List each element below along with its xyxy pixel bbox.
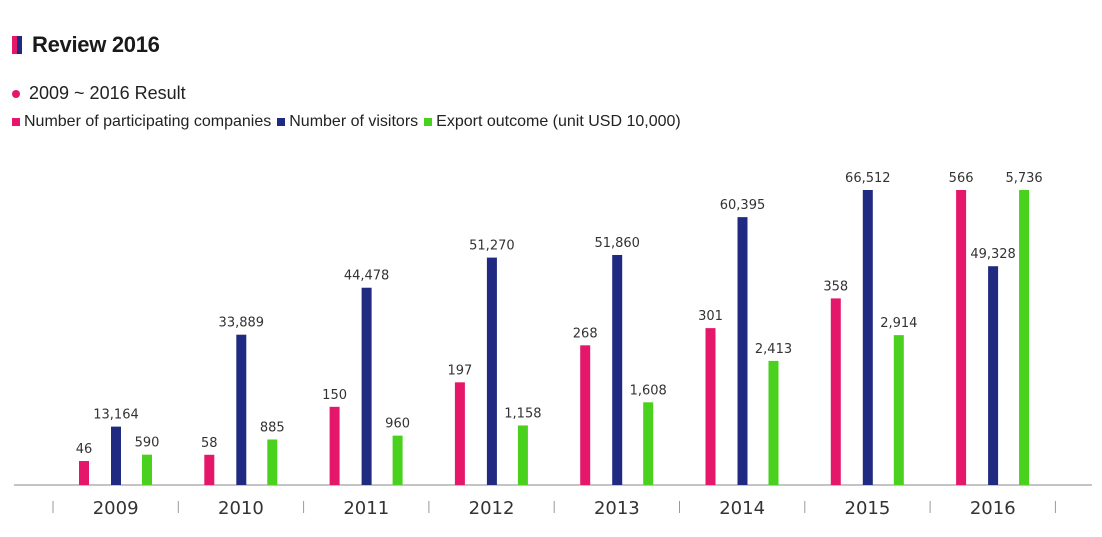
x-tick-label: 2011 bbox=[343, 498, 389, 519]
data-label: 46 bbox=[76, 442, 93, 457]
bar-0-2010 bbox=[204, 454, 215, 485]
bar-0-2016 bbox=[956, 190, 967, 485]
x-tick-label: 2012 bbox=[469, 498, 515, 519]
data-label: 268 bbox=[573, 326, 598, 341]
x-tick-label: 2009 bbox=[93, 498, 139, 519]
bar-1-2013 bbox=[612, 254, 623, 485]
bar-2-2016 bbox=[1019, 190, 1030, 485]
legend-swatch-icon bbox=[12, 118, 20, 126]
legend-swatch-icon bbox=[277, 118, 286, 126]
chart-legend: Number of participating companies Number… bbox=[12, 113, 687, 131]
bar-0-2014 bbox=[705, 328, 716, 485]
bar-1-2010 bbox=[236, 334, 247, 485]
page-title-row: Review 2016 bbox=[12, 30, 160, 60]
data-label: 51,860 bbox=[594, 236, 640, 251]
bar-0-2013 bbox=[580, 345, 591, 485]
data-label: 66,512 bbox=[845, 171, 891, 186]
data-label: 44,478 bbox=[344, 269, 390, 284]
bar-1-2014 bbox=[737, 217, 748, 485]
data-label: 590 bbox=[135, 436, 160, 451]
bar-2-2011 bbox=[392, 435, 403, 485]
data-label: 150 bbox=[322, 388, 347, 403]
x-tick-label: 2013 bbox=[594, 498, 640, 519]
page-title: Review 2016 bbox=[32, 32, 160, 57]
data-label: 60,395 bbox=[720, 198, 766, 213]
data-label: 33,889 bbox=[219, 316, 265, 331]
data-label: 301 bbox=[698, 309, 723, 324]
x-tick-label: 2010 bbox=[218, 498, 264, 519]
data-label: 960 bbox=[385, 417, 410, 432]
bar-0-2015 bbox=[830, 298, 841, 485]
bar-2-2012 bbox=[517, 425, 528, 485]
chart-subtitle: 2009 ~ 2016 Result bbox=[29, 83, 186, 103]
data-label: 51,270 bbox=[469, 239, 515, 254]
legend-item-visitors: Number of visitors bbox=[277, 113, 418, 131]
subtitle-row: 2009 ~ 2016 Result bbox=[12, 83, 186, 104]
bar-2-2014 bbox=[768, 360, 779, 485]
data-label: 1,608 bbox=[630, 383, 667, 398]
bar-2-2010 bbox=[267, 439, 278, 485]
data-label: 58 bbox=[201, 436, 218, 451]
bar-1-2012 bbox=[486, 257, 497, 485]
title-marker-icon bbox=[12, 36, 22, 54]
bar-2-2009 bbox=[142, 454, 152, 485]
data-label: 885 bbox=[260, 420, 285, 435]
data-label: 13,164 bbox=[93, 408, 139, 423]
bar-1-2015 bbox=[862, 190, 873, 485]
data-label: 566 bbox=[949, 171, 974, 186]
bar-1-2016 bbox=[988, 266, 999, 485]
data-label: 358 bbox=[823, 279, 848, 294]
legend-label: Export outcome (unit USD 10,000) bbox=[436, 113, 681, 130]
data-label: 1,158 bbox=[504, 406, 541, 421]
data-label: 2,914 bbox=[880, 316, 917, 331]
bar-0-2009 bbox=[79, 461, 89, 485]
legend-item-companies: Number of participating companies bbox=[12, 113, 271, 131]
x-tick-label: 2016 bbox=[970, 498, 1016, 519]
bar-2-2015 bbox=[893, 335, 904, 485]
legend-label: Number of visitors bbox=[289, 113, 419, 130]
legend-item-export: Export outcome (unit USD 10,000) bbox=[424, 113, 681, 131]
bar-0-2011 bbox=[329, 406, 340, 485]
legend-swatch-icon bbox=[424, 118, 433, 126]
legend-label: Number of participating companies bbox=[24, 113, 272, 130]
bar-0-2012 bbox=[454, 382, 465, 485]
bar-1-2011 bbox=[361, 287, 372, 485]
bar-2-2013 bbox=[643, 402, 654, 485]
bullet-dot-icon bbox=[12, 89, 20, 98]
data-label: 5,736 bbox=[1005, 171, 1042, 186]
bar-1-2009 bbox=[111, 426, 121, 485]
data-label: 2,413 bbox=[755, 342, 792, 357]
data-label: 197 bbox=[447, 363, 472, 378]
data-label: 49,328 bbox=[970, 247, 1016, 262]
x-tick-label: 2015 bbox=[845, 498, 891, 519]
x-tick-label: 2014 bbox=[719, 498, 765, 519]
